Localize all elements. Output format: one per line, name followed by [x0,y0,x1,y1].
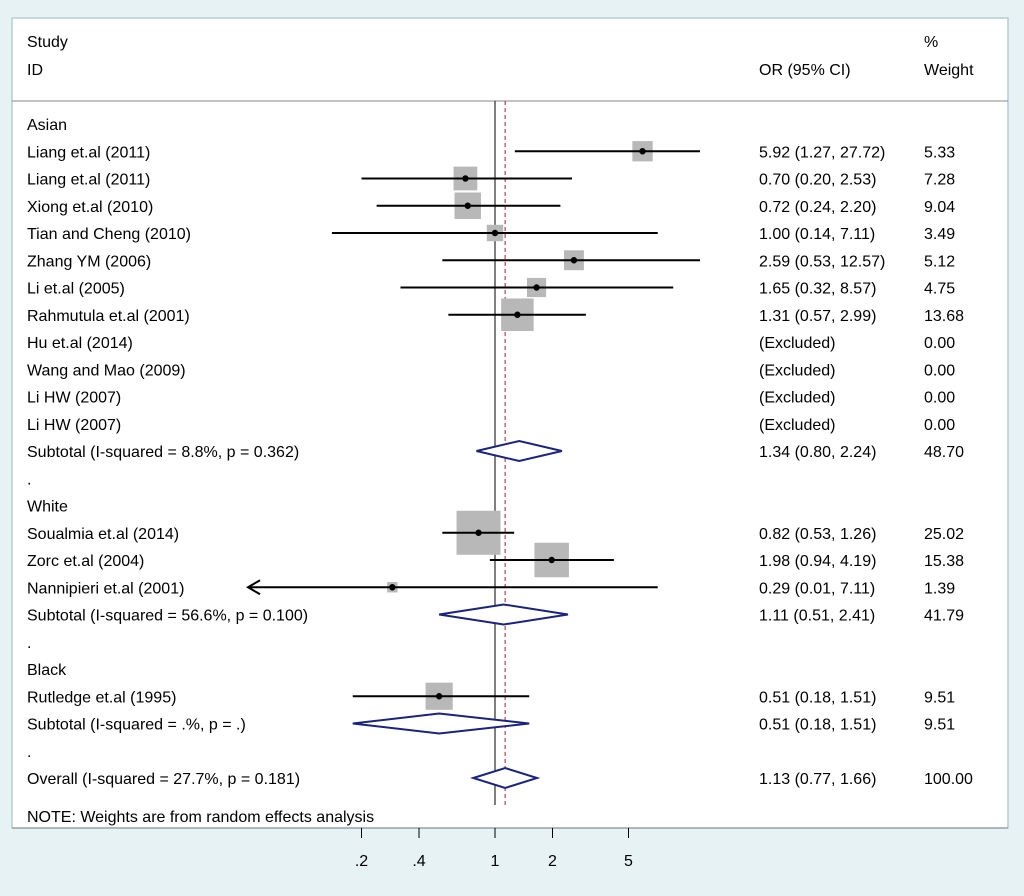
row-or-ci: 1.13 (0.77, 1.66) [759,771,876,788]
row-weight: 3.49 [924,226,955,243]
row-label: Soualmia et.al (2014) [27,526,179,543]
row-or-ci: 1.00 (0.14, 7.11) [759,226,875,243]
row-or-ci: 1.11 (0.51, 2.41) [759,608,875,625]
row-weight: 5.12 [924,253,955,270]
row-label: Li et.al (2005) [27,281,125,298]
ci-arrow-left [246,579,261,596]
row-weight: 25.02 [924,526,964,543]
row-or-ci: 0.70 (0.20, 2.53) [759,172,876,189]
subtotal-diamond [476,439,563,463]
study-point [389,584,396,591]
row-or-ci: 0.51 (0.18, 1.51) [759,689,876,706]
study-point [491,229,499,237]
row-weight: 5.33 [924,144,955,161]
study-point [548,556,555,564]
row-label: Rahmutula et.al (2001) [27,308,190,325]
row-weight: 0.00 [924,362,955,379]
row-label: Tian and Cheng (2010) [27,226,191,243]
footnote: NOTE: Weights are from random effects an… [27,809,374,826]
study-point [570,257,578,264]
row-weight: 9.51 [924,717,955,734]
row-label: . [27,635,31,652]
study-point [475,529,482,536]
header-id: ID [27,62,43,79]
study-point [462,175,469,182]
row-label: Subtotal (I-squared = .%, p = .) [27,717,246,734]
header-or-ci: OR (95% CI) [759,62,851,79]
row-or-ci: 0.82 (0.53, 1.26) [759,526,876,543]
row-weight: 0.00 [924,390,955,407]
row-weight: 9.04 [924,199,955,216]
row-or-ci: 5.92 (1.27, 27.72) [759,144,885,161]
row-label: Rutledge et.al (1995) [27,689,176,706]
study-point [435,693,443,700]
plot-frame [11,17,1009,829]
row-label: Liang et.al (2011) [27,172,150,189]
x-tick-label: 1 [491,853,500,870]
row-weight: 1.39 [924,580,955,597]
subtotal-diamond [438,603,569,626]
row-weight: 13.68 [924,308,964,325]
row-weight: 41.79 [924,608,964,625]
x-tick-label: 5 [624,853,633,870]
row-weight: 48.70 [924,444,964,461]
row-weight: 7.28 [924,172,955,189]
row-label: Xiong et.al (2010) [27,199,153,216]
row-or-ci: 1.98 (0.94, 4.19) [759,553,876,570]
row-label: . [27,744,31,761]
row-label: Black [27,662,67,679]
subtotal-diamond [352,712,530,735]
x-tick-label: .4 [412,853,425,870]
row-label: Liang et.al (2011) [27,144,150,161]
overall-diamond [469,766,541,790]
row-label: Asian [27,117,67,134]
row-weight: 4.75 [924,281,955,298]
row-or-ci: (Excluded) [759,390,835,407]
row-label: Subtotal (I-squared = 8.8%, p = 0.362) [27,444,299,461]
study-point [464,202,471,209]
row-or-ci: 0.29 (0.01, 7.11) [759,580,875,597]
row-label: Zorc et.al (2004) [27,553,144,570]
study-point [639,148,646,155]
header-weight: Weight [924,62,974,79]
row-weight: 15.38 [924,553,964,570]
row-or-ci: 0.72 (0.24, 2.20) [759,199,876,216]
row-weight: 9.51 [924,689,955,706]
row-or-ci: 1.65 (0.32, 8.57) [759,281,876,298]
row-weight: 0.00 [924,335,955,352]
row-or-ci: 1.34 (0.80, 2.24) [759,444,876,461]
row-label: Zhang YM (2006) [27,253,151,270]
row-or-ci: (Excluded) [759,362,835,379]
row-label: Li HW (2007) [27,417,121,434]
study-point [514,311,521,318]
study-point [533,284,540,291]
row-label: . [27,471,31,488]
row-or-ci: 1.31 (0.57, 2.99) [759,308,876,325]
row-label: Wang and Mao (2009) [27,362,186,379]
header-study: Study [27,34,68,51]
row-or-ci: 2.59 (0.53, 12.57) [759,253,885,270]
row-label: Li HW (2007) [27,390,121,407]
x-tick-label: 2 [548,853,557,870]
x-tick-label: .2 [355,853,368,870]
row-label: Hu et.al (2014) [27,335,133,352]
row-label: Overall (I-squared = 27.7%, p = 0.181) [27,771,300,788]
header-percent: % [924,34,938,51]
row-or-ci: (Excluded) [759,335,835,352]
row-or-ci: 0.51 (0.18, 1.51) [759,717,876,734]
row-or-ci: (Excluded) [759,417,835,434]
row-weight: 0.00 [924,417,955,434]
row-label: Subtotal (I-squared = 56.6%, p = 0.100) [27,608,308,625]
row-label: White [27,499,68,516]
row-weight: 100.00 [924,771,973,788]
row-label: Nannipieri et.al (2001) [27,580,184,597]
